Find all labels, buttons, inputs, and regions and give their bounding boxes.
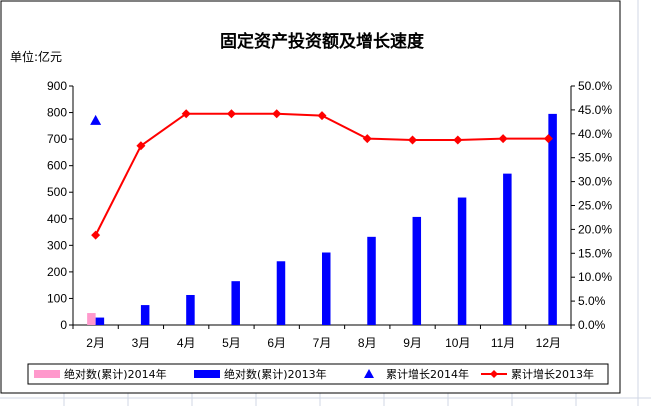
diamond-marker[interactable] <box>136 141 146 151</box>
diamond-marker[interactable] <box>453 135 463 145</box>
diamond-marker[interactable] <box>498 134 508 144</box>
x-tick-label: 6月 <box>267 336 286 350</box>
x-tick-label: 4月 <box>177 336 196 350</box>
y-right-tick-label: 5.0% <box>578 294 606 308</box>
y-right-tick-label: 10.0% <box>578 270 612 284</box>
bar[interactable] <box>95 317 105 325</box>
legend[interactable]: 绝对数(累计)2014年 绝对数(累计)2013年 累计增长2014年 累计增长201… <box>27 363 609 385</box>
y-right-tick-label: 30.0% <box>578 175 612 189</box>
bar[interactable] <box>186 294 195 325</box>
y-right-tick-label: 15.0% <box>578 246 612 260</box>
diamond-marker[interactable] <box>317 111 327 121</box>
y-right-tick-label: 0.0% <box>578 318 606 332</box>
legend-triangle-marker <box>364 369 374 378</box>
y-right-tick-label: 35.0% <box>578 151 612 165</box>
legend-swatch <box>194 370 220 378</box>
y-left-tick-label: 300 <box>47 238 67 252</box>
bar[interactable] <box>412 216 422 325</box>
x-tick-label: 12月 <box>536 336 561 350</box>
y-left-tick-label: 400 <box>47 212 67 226</box>
y-right-tick-label: 45.0% <box>578 103 612 117</box>
legend-swatch <box>34 370 60 378</box>
x-tick-label: 8月 <box>358 336 377 350</box>
bar[interactable] <box>322 252 331 325</box>
diamond-marker[interactable] <box>408 135 418 145</box>
legend-label: 绝对数(累计)2014年 <box>64 367 167 381</box>
y-right-tick-label: 20.0% <box>578 222 612 236</box>
diamond-marker[interactable] <box>543 134 553 144</box>
unit-label: 单位:亿元 <box>10 49 62 64</box>
legend-box <box>27 363 609 385</box>
bar[interactable] <box>231 281 240 325</box>
legend-label: 累计增长2013年 <box>511 367 594 381</box>
legend-diamond-marker <box>490 370 498 378</box>
legend-label: 累计增长2014年 <box>386 367 469 381</box>
bar[interactable] <box>276 261 286 325</box>
bar[interactable] <box>548 113 557 325</box>
chart-area[interactable] <box>0 0 621 394</box>
x-tick-label: 2月 <box>86 336 105 350</box>
legend-label: 绝对数(累计)2013年 <box>224 367 327 381</box>
x-tick-label: 9月 <box>403 336 422 350</box>
x-tick-label: 3月 <box>132 336 151 350</box>
y-left-tick-label: 700 <box>47 132 67 146</box>
y-right-tick-label: 50.0% <box>578 79 612 93</box>
y-left-tick-label: 0 <box>60 318 67 332</box>
diamond-marker[interactable] <box>226 109 236 119</box>
diamond-marker[interactable] <box>272 109 282 119</box>
y-left-tick-label: 900 <box>47 79 67 93</box>
bar[interactable] <box>457 197 467 325</box>
y-right-tick-label: 25.0% <box>578 199 612 213</box>
bar[interactable] <box>87 313 96 325</box>
bar[interactable] <box>140 305 150 325</box>
diamond-marker[interactable] <box>181 109 191 119</box>
x-tick-label: 11月 <box>491 336 515 350</box>
y-left-tick-label: 100 <box>47 291 67 305</box>
diamond-marker[interactable] <box>362 134 372 144</box>
x-tick-label: 7月 <box>313 336 332 350</box>
y-right-tick-label: 40.0% <box>578 127 612 141</box>
y-left-tick-label: 500 <box>47 185 67 199</box>
y-left-tick-label: 200 <box>47 265 67 279</box>
plot-area[interactable]: 0 100 200 300 400 500 600 700 800 900 0.0% 5.0% 10.0… <box>47 79 612 350</box>
bar[interactable] <box>367 236 376 325</box>
y-left-tick-label: 800 <box>47 106 67 120</box>
y-left-tick-label: 600 <box>47 159 67 173</box>
triangle-marker[interactable] <box>90 114 102 125</box>
chart-title: 固定资产投资额及增长速度 <box>220 31 425 52</box>
bar[interactable] <box>503 173 512 325</box>
x-tick-label: 10月 <box>445 336 470 350</box>
diamond-marker[interactable] <box>91 230 101 240</box>
x-tick-label: 5月 <box>222 336 241 350</box>
